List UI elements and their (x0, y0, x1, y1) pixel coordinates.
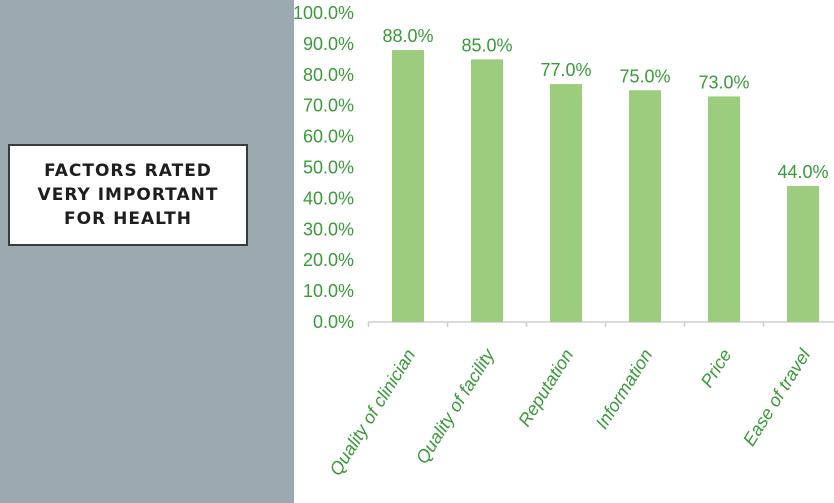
x-category-label: Ease of travel (739, 345, 815, 450)
y-tick-label: 20.0% (303, 250, 354, 270)
y-axis: 0.0% 10.0% 20.0% 30.0% 40.0% 50.0% 60.0% 70.0% 8… (293, 3, 354, 332)
slide-title: FACTORS RATED VERY IMPORTANT FOR HEALTH (37, 161, 219, 229)
bar (787, 186, 819, 322)
bar-value-label: 77.0% (540, 60, 591, 80)
bar (550, 84, 582, 322)
bar (708, 96, 740, 323)
y-tick-label: 70.0% (303, 96, 354, 116)
x-category-label: Reputation (514, 346, 577, 430)
y-tick-label: 80.0% (303, 65, 354, 85)
bar-value-label: 75.0% (619, 66, 670, 86)
bar-value-label: 44.0% (777, 162, 828, 182)
bar-chart: 0.0% 10.0% 20.0% 30.0% 40.0% 50.0% 60.0% 70.0% 8… (293, 3, 834, 479)
bar (392, 50, 424, 323)
left-panel: FACTORS RATED VERY IMPORTANT FOR HEALTH (0, 0, 294, 503)
bar-value-label: 88.0% (382, 26, 433, 46)
x-category-label: Quality of clinician (326, 346, 420, 480)
data-labels: 88.0% 85.0% 77.0% 75.0% 73.0% 44.0% (382, 26, 828, 182)
y-tick-label: 100.0% (294, 3, 354, 23)
bar-value-label: 85.0% (461, 35, 512, 55)
bar (629, 90, 661, 322)
y-tick-label: 50.0% (303, 158, 354, 178)
x-category-label: Quality of facility (412, 345, 499, 468)
y-tick-label: 10.0% (303, 281, 354, 301)
y-tick-label: 30.0% (303, 219, 354, 239)
y-tick-label: 60.0% (303, 127, 354, 147)
chart-area: 0.0% 10.0% 20.0% 30.0% 40.0% 50.0% 60.0% 70.0% 8… (293, 0, 834, 503)
y-tick-label: 40.0% (303, 188, 354, 208)
y-tick-label: 90.0% (303, 34, 354, 54)
bar (471, 59, 503, 322)
title-box: FACTORS RATED VERY IMPORTANT FOR HEALTH (8, 144, 248, 246)
x-category-label: Price (697, 346, 736, 391)
bars (392, 50, 819, 323)
bar-value-label: 73.0% (698, 72, 749, 92)
x-category-label: Information (592, 346, 657, 433)
y-tick-label: 0.0% (313, 312, 354, 332)
